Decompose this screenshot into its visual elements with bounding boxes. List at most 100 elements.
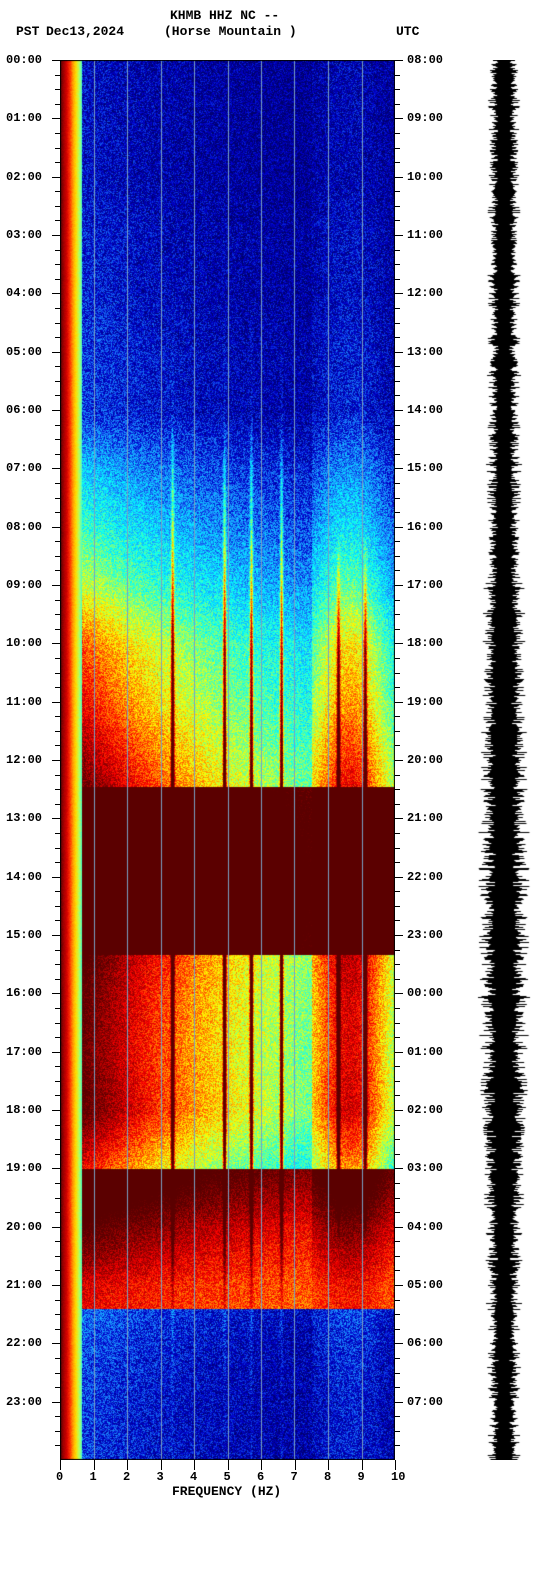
utc-hour-label: 16:00 bbox=[407, 520, 443, 534]
minor-tick bbox=[55, 658, 60, 659]
pst-hour-label: 10:00 bbox=[6, 636, 42, 650]
x-tick-label: 5 bbox=[224, 1470, 231, 1484]
pst-tick bbox=[52, 993, 60, 994]
pst-tick bbox=[52, 877, 60, 878]
waveform-trace bbox=[460, 60, 548, 1460]
minor-tick bbox=[395, 541, 400, 542]
pst-hour-label: 01:00 bbox=[6, 111, 42, 125]
minor-tick bbox=[395, 1270, 400, 1271]
minor-tick bbox=[395, 1431, 400, 1432]
utc-tick bbox=[395, 352, 403, 353]
utc-hour-label: 17:00 bbox=[407, 578, 443, 592]
frequency-axis-label: FREQUENCY (HZ) bbox=[172, 1484, 281, 1499]
minor-tick bbox=[55, 483, 60, 484]
minor-tick bbox=[55, 148, 60, 149]
utc-hour-label: 05:00 bbox=[407, 1278, 443, 1292]
minor-tick bbox=[55, 89, 60, 90]
utc-tick bbox=[395, 235, 403, 236]
pst-tick bbox=[52, 118, 60, 119]
minor-tick bbox=[395, 1023, 400, 1024]
minor-tick bbox=[55, 1387, 60, 1388]
pst-tick bbox=[52, 643, 60, 644]
pst-tick bbox=[52, 1285, 60, 1286]
minor-tick bbox=[395, 570, 400, 571]
minor-tick bbox=[55, 731, 60, 732]
x-tick-label: 3 bbox=[157, 1470, 164, 1484]
minor-tick bbox=[395, 556, 400, 557]
minor-tick bbox=[395, 1416, 400, 1417]
x-tick-label: 4 bbox=[190, 1470, 197, 1484]
utc-tick bbox=[395, 643, 403, 644]
minor-tick bbox=[55, 395, 60, 396]
minor-tick bbox=[395, 162, 400, 163]
minor-tick bbox=[395, 483, 400, 484]
utc-tick bbox=[395, 177, 403, 178]
minor-tick bbox=[395, 716, 400, 717]
minor-tick bbox=[395, 264, 400, 265]
minor-tick bbox=[395, 775, 400, 776]
minor-tick bbox=[395, 366, 400, 367]
minor-tick bbox=[395, 498, 400, 499]
minor-tick bbox=[55, 1183, 60, 1184]
minor-tick bbox=[55, 1139, 60, 1140]
utc-hour-label: 23:00 bbox=[407, 928, 443, 942]
minor-tick bbox=[395, 1183, 400, 1184]
minor-tick bbox=[395, 1154, 400, 1155]
minor-tick bbox=[55, 556, 60, 557]
minor-tick bbox=[395, 862, 400, 863]
minor-tick bbox=[55, 1154, 60, 1155]
minor-tick bbox=[395, 1139, 400, 1140]
minor-tick bbox=[395, 906, 400, 907]
x-tick bbox=[362, 1460, 363, 1470]
minor-tick bbox=[55, 454, 60, 455]
minor-tick bbox=[395, 1037, 400, 1038]
minor-tick bbox=[395, 1008, 400, 1009]
pst-tick bbox=[52, 935, 60, 936]
minor-tick bbox=[395, 1329, 400, 1330]
minor-tick bbox=[55, 162, 60, 163]
utc-hour-label: 11:00 bbox=[407, 228, 443, 242]
minor-tick bbox=[55, 1008, 60, 1009]
x-tick-label: 9 bbox=[358, 1470, 365, 1484]
minor-tick bbox=[55, 789, 60, 790]
minor-tick bbox=[395, 731, 400, 732]
pst-tick bbox=[52, 1227, 60, 1228]
x-tick-label: 0 bbox=[56, 1470, 63, 1484]
pst-hour-label: 11:00 bbox=[6, 695, 42, 709]
pst-hour-label: 23:00 bbox=[6, 1395, 42, 1409]
x-tick-label: 2 bbox=[123, 1470, 130, 1484]
utc-tick bbox=[395, 1227, 403, 1228]
minor-tick bbox=[55, 308, 60, 309]
utc-tick bbox=[395, 702, 403, 703]
utc-hour-label: 08:00 bbox=[407, 53, 443, 67]
minor-tick bbox=[395, 629, 400, 630]
pst-hour-label: 14:00 bbox=[6, 870, 42, 884]
minor-tick bbox=[395, 425, 400, 426]
minor-tick bbox=[55, 1081, 60, 1082]
utc-hour-label: 15:00 bbox=[407, 461, 443, 475]
utc-tick bbox=[395, 993, 403, 994]
minor-tick bbox=[55, 804, 60, 805]
x-tick bbox=[60, 1460, 61, 1470]
minor-tick bbox=[55, 614, 60, 615]
utc-hour-label: 09:00 bbox=[407, 111, 443, 125]
utc-tick bbox=[395, 1343, 403, 1344]
minor-tick bbox=[55, 250, 60, 251]
minor-tick bbox=[395, 891, 400, 892]
minor-tick bbox=[395, 950, 400, 951]
pst-tick bbox=[52, 293, 60, 294]
minor-tick bbox=[55, 498, 60, 499]
utc-hour-label: 12:00 bbox=[407, 286, 443, 300]
minor-tick bbox=[395, 1066, 400, 1067]
x-tick bbox=[94, 1460, 95, 1470]
pst-hour-label: 06:00 bbox=[6, 403, 42, 417]
minor-tick bbox=[395, 964, 400, 965]
minor-tick bbox=[55, 1445, 60, 1446]
pst-hour-label: 15:00 bbox=[6, 928, 42, 942]
minor-tick bbox=[395, 745, 400, 746]
minor-tick bbox=[395, 279, 400, 280]
utc-tick bbox=[395, 585, 403, 586]
minor-tick bbox=[395, 600, 400, 601]
minor-tick bbox=[395, 454, 400, 455]
minor-tick bbox=[395, 1300, 400, 1301]
